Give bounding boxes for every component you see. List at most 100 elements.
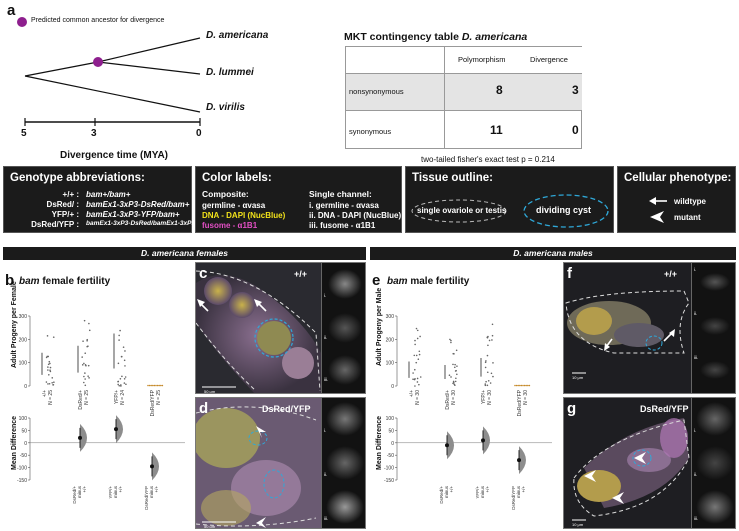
data-point [455,377,457,380]
data-point [515,384,518,387]
y-tick-label: 100 [19,416,28,422]
phenotype-wildtype: wildtype [674,197,707,206]
time-tick-5: 5 [21,128,27,139]
mean-difference-point [517,458,521,463]
panel-f-letter: f [567,265,572,282]
ancestor-legend-dot [17,17,27,27]
data-point [452,380,455,383]
data-point [484,384,487,387]
wildtype-arrow-icon [663,329,675,342]
data-point [452,363,454,366]
data-point [454,380,457,383]
data-point [49,369,51,371]
difference-label: +/+ [485,486,490,493]
panel-e-letter: e [372,272,381,289]
group-label: N = 25 [84,390,90,405]
phylogeny-tree [17,17,201,126]
data-point [514,384,516,387]
data-point [122,346,125,348]
data-point [52,383,55,386]
tissue-right-label: dividing cyst [536,205,592,215]
group-label: +/+ [42,390,48,397]
data-point [152,384,154,387]
ancestor-node-dot [93,57,103,67]
data-point [448,374,451,377]
difference-label: +/+ [82,486,87,493]
mkt-col-polymorphism: Polymorphism [458,55,506,64]
data-point [484,366,487,369]
difference-label: +/+ [449,486,454,493]
group-label: N = 30 [415,390,421,405]
panel-f-scale: 10 μm [572,375,584,380]
data-point [488,339,491,342]
data-point [150,384,152,387]
mkt-cell-r2-div: 0 [572,123,579,137]
data-point [88,377,90,379]
data-point [47,369,49,371]
data-point [523,384,526,387]
panel-e-title: bam male fertility [387,276,470,287]
data-point [450,339,452,342]
mkt-row-synonymous: synonymous [349,127,392,136]
phenotype-title: Cellular phenotype: [624,172,732,184]
data-point [124,376,127,378]
data-point [82,340,84,342]
difference-label: minus [113,485,118,498]
data-point [416,337,419,340]
mkt-row-nonsynonymous: nonsynonymous [349,87,404,96]
panel-b-letter: b [5,272,15,289]
data-point [87,375,89,377]
micrograph-d: d DsRed/YFP 50 μm i. ii. iii. [195,397,366,529]
data-point [83,375,85,378]
data-point [117,383,119,386]
difference-label: minus [149,485,154,498]
data-point [81,364,84,366]
data-point [49,370,52,373]
mkt-cell-r2-poly: 11 [490,123,503,137]
data-point [456,373,458,376]
data-point [522,384,524,387]
mkt-cell-r1-poly: 8 [496,83,503,97]
data-point [413,354,416,357]
data-point [484,383,487,385]
wildtype-arrow-icon [254,299,267,312]
y-tick-label: 100 [19,361,28,367]
data-point [83,319,86,322]
panel-g-channels: i. ii. iii. [691,398,735,528]
data-point [161,384,164,387]
y-tick-label: -150 [17,478,27,484]
data-point [123,378,126,380]
data-point [417,358,420,360]
y-tick-label: 0 [391,384,394,390]
data-point [416,381,419,383]
data-point [486,371,489,374]
data-point [487,344,489,347]
data-point [450,376,452,378]
y-tick-label: 0 [24,384,27,390]
group-label: DsRed/YFP [517,389,523,416]
data-point [486,354,489,357]
data-point [86,339,88,342]
mutant-arrowhead-icon [256,426,266,438]
tissue-left-label: single ovariole or testis [417,206,507,215]
data-point [84,384,87,387]
data-point [53,381,55,384]
time-tick-0: 0 [196,128,202,139]
data-point [414,385,416,387]
panel-c-scale: 50 μm [204,389,216,394]
data-point [48,360,51,363]
mutant-arrowhead-icon [256,517,266,528]
data-point [416,329,419,332]
bootstrap-distribution [483,426,490,455]
data-point [418,353,421,356]
y-tick-label: 0 [24,441,27,447]
data-point [492,362,494,364]
y-tick-label: -100 [17,466,27,472]
data-point [414,378,416,380]
wildtype-arrow-icon [604,338,613,351]
difference-label: minus [77,485,82,498]
species-virilis: D. virilis [206,102,245,113]
group-label: YFP/+ [114,390,120,404]
wildtype-arrow-icon [197,299,209,312]
